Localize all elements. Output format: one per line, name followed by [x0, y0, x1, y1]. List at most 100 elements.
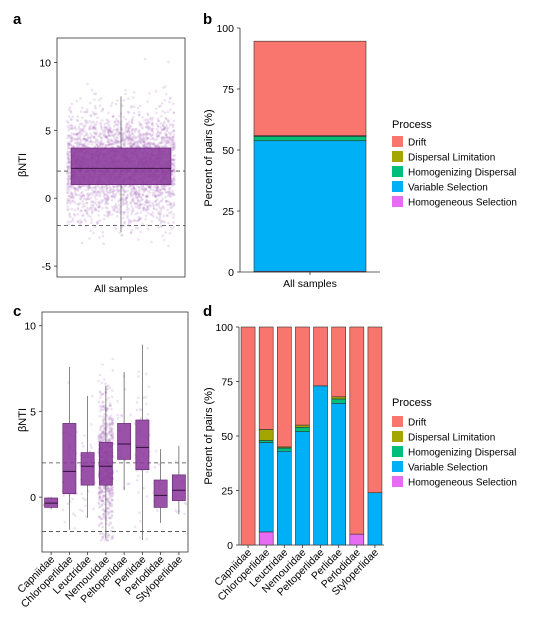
- panel-a-jitter-point: [108, 129, 112, 133]
- panel-a-jitter-point: [161, 205, 165, 208]
- panel-c-jitter-point: [110, 510, 114, 513]
- panel-a-jitter-point: [104, 199, 108, 202]
- panel-a-jitter-point: [77, 193, 80, 197]
- panel-a-jitter-point: [89, 229, 93, 233]
- panel-a-jitter-point: [102, 185, 105, 189]
- panel-c-jitter-point: [98, 487, 102, 490]
- panel-a-jitter-point: [150, 240, 153, 244]
- panel-a-jitter-point: [169, 143, 172, 147]
- panel-a-jitter-point: [122, 142, 126, 145]
- panel-a-jitter-point: [142, 138, 145, 141]
- panel-a-jitter-point: [155, 203, 159, 207]
- panel-a-jitter-point: [139, 203, 143, 207]
- panel-d-legend-label-homogenizing-dispersal: Homogenizing Dispersal: [408, 448, 516, 459]
- panel-a-jitter-point: [131, 127, 134, 131]
- panel-c-jitter-point: [107, 416, 111, 419]
- panel-a-jitter-point: [131, 132, 134, 136]
- panel-a-jitter-point: [169, 194, 172, 197]
- panel-a-jitter-point: [169, 195, 172, 198]
- panel-c-jitter-point: [102, 487, 106, 490]
- panel-a-jitter-point: [151, 121, 154, 124]
- panel-a-jitter-point: [124, 118, 127, 121]
- panel-a-jitter-point: [138, 138, 141, 141]
- panel-a-jitter-point: [71, 124, 74, 128]
- panel-a-jitter-point: [122, 216, 125, 220]
- panel-a-jitter-point: [129, 191, 132, 194]
- panel-a-jitter-point: [71, 145, 74, 148]
- panel-a-jitter-point: [97, 144, 101, 148]
- panel-c-jitter-point: [137, 370, 140, 374]
- panel-a-jitter-point: [128, 141, 132, 144]
- panel-c-jitter-point: [98, 515, 101, 518]
- panel-a-jitter-point: [121, 143, 125, 146]
- panel-a-jitter-point: [138, 193, 141, 196]
- panel-a-jitter-point: [131, 199, 134, 202]
- panel-a-jitter-point: [101, 230, 105, 234]
- panel-a-jitter-point: [110, 194, 114, 198]
- panel-a-jitter-point: [127, 135, 130, 139]
- panel-a-jitter-point: [137, 134, 140, 138]
- panel-a-jitter-point: [154, 145, 157, 148]
- panel-a-jitter-point: [162, 238, 166, 242]
- panel-a-jitter-point: [138, 207, 141, 210]
- panel-a-jitter-point: [85, 212, 88, 215]
- panel-a-jitter-point: [104, 206, 108, 209]
- panel-a-jitter-point: [89, 135, 92, 139]
- panel-a-jitter-point: [148, 92, 151, 95]
- panel-a-jitter-point: [173, 179, 176, 182]
- panel-c-jitter-point: [97, 491, 101, 495]
- panel-c-jitter-point: [107, 487, 110, 490]
- panel-a-jitter-point: [113, 137, 116, 140]
- panel-a-jitter-point: [89, 200, 93, 204]
- panel-a-jitter-point: [126, 137, 129, 141]
- panel-c-jitter-point: [101, 431, 104, 434]
- panel-c-jitter-point: [108, 431, 111, 435]
- panel-a-jitter-point: [131, 143, 134, 147]
- panel-a-jitter-point: [89, 124, 93, 127]
- panel-a-jitter-point: [108, 188, 112, 192]
- panel-a-jitter-point: [101, 234, 105, 238]
- panel-a-jitter-point: [83, 218, 86, 221]
- panel-a-jitter-point: [136, 184, 139, 188]
- panel-a-jitter-point: [138, 121, 141, 124]
- panel-a-jitter-point: [105, 189, 108, 193]
- panel-a-jitter-point: [154, 200, 157, 203]
- panel-b-bar-all-samples-variable-selection: [253, 140, 367, 272]
- panel-a-jitter-point: [143, 189, 146, 192]
- panel-a-jitter-point: [145, 201, 148, 204]
- panel-a-jitter-point: [87, 197, 90, 200]
- panel-c-jitter-point: [98, 495, 102, 498]
- panel-c-jitter-point: [105, 385, 109, 388]
- panel-c-jitter-point: [103, 502, 106, 505]
- panel-a-jitter-point: [66, 125, 70, 128]
- panel-a-jitter-point: [167, 200, 171, 203]
- panel-a-jitter-point: [132, 219, 136, 222]
- panel-a-jitter-point: [82, 202, 85, 206]
- panel-a-jitter-point: [139, 230, 143, 234]
- panel-c-jitter-point: [90, 423, 93, 426]
- panel-a-jitter-point: [78, 122, 82, 126]
- panel-a-jitter-point: [96, 220, 99, 223]
- panel-c-jitter-point: [100, 491, 104, 494]
- panel-a-jitter-point: [115, 205, 118, 209]
- panel-a-jitter-point: [82, 185, 86, 188]
- panel-a-jitter-point: [127, 130, 131, 134]
- panel-a-jitter-point: [110, 130, 113, 133]
- panel-a-jitter-point: [137, 190, 141, 193]
- panel-a-jitter-point: [148, 185, 152, 189]
- panel-a-jitter-point: [130, 142, 134, 146]
- panel-a-jitter-point: [126, 129, 130, 133]
- panel-a-jitter-point: [169, 203, 172, 206]
- panel-a-jitter-point: [121, 138, 124, 141]
- panel-c-box-peltoperlidae: [117, 423, 132, 460]
- panel-a-jitter-point: [114, 138, 118, 142]
- panel-a-jitter-point: [131, 138, 135, 142]
- panel-c-jitter-point: [111, 421, 114, 424]
- panel-a-jitter-point: [162, 139, 166, 143]
- panel-b-bar-all-samples-drift: [253, 40, 367, 136]
- panel-c-jitter-point: [102, 436, 106, 440]
- panel-a-jitter-point: [91, 126, 95, 130]
- panel-a-jitter-point: [171, 192, 175, 195]
- panel-a-jitter-point: [69, 192, 73, 196]
- panel-b-legend-label-drift: Drift: [408, 138, 427, 149]
